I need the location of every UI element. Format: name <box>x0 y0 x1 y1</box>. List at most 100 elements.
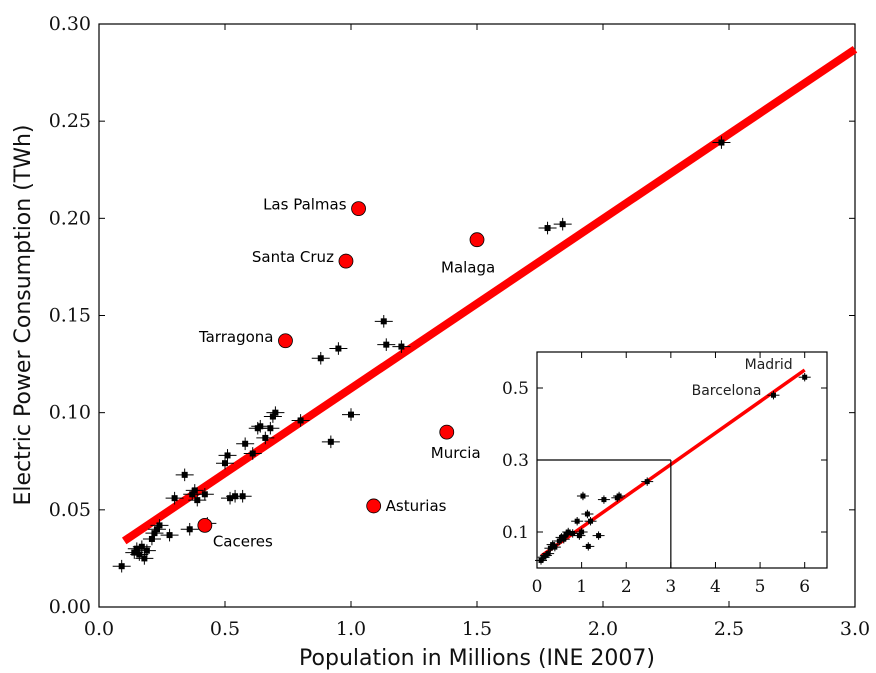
x-tick-label: 1 <box>576 577 587 597</box>
x-tick-label: 3.0 <box>840 618 870 640</box>
data-point <box>160 528 179 542</box>
y-tick-label: 0.5 <box>502 379 529 399</box>
point-marker <box>380 318 387 325</box>
point-label: Las Palmas <box>263 196 347 214</box>
point-marker <box>257 423 264 430</box>
data-point <box>581 509 594 519</box>
data-point <box>150 519 169 532</box>
y-tick-label: 0.10 <box>49 402 91 424</box>
main-fit-line-group <box>121 45 858 545</box>
point-marker <box>574 518 580 524</box>
inset-points-group <box>535 373 811 565</box>
data-point <box>575 527 588 537</box>
data-point <box>112 559 131 573</box>
point-marker <box>585 543 591 549</box>
outlier-point <box>469 232 485 248</box>
data-point <box>251 419 270 433</box>
point-marker <box>570 530 576 536</box>
point-marker <box>580 493 586 499</box>
point-marker <box>565 529 571 535</box>
data-point <box>374 315 393 328</box>
point-marker <box>335 345 342 352</box>
point-marker <box>770 392 776 398</box>
x-tick-label: 3 <box>665 577 676 597</box>
y-tick-label: 0.3 <box>502 451 529 471</box>
data-point <box>291 414 310 427</box>
point-label: Murcia <box>431 444 481 462</box>
main-labels-group: Las Palmas Santa Cruz Malaga Tarragona Murci… <box>198 196 495 551</box>
x-tick-label: 2.5 <box>714 618 744 640</box>
point-label: Asturias <box>386 497 447 515</box>
data-point <box>188 493 207 507</box>
x-axis-title: Population in Millions (INE 2007) <box>299 646 655 671</box>
point-marker <box>151 530 158 537</box>
data-point <box>582 542 595 551</box>
point-marker <box>141 555 148 562</box>
point-marker <box>552 544 558 550</box>
data-point <box>233 489 252 503</box>
data-point <box>798 373 811 382</box>
point-marker <box>227 495 234 502</box>
y-tick-label: 0.1 <box>502 523 529 543</box>
outlier-point <box>197 517 213 533</box>
point-marker <box>189 491 196 498</box>
inset-ticks-group: 0 1 2 3 4 5 6 0.1 0.3 0.5 <box>502 352 827 597</box>
point-marker <box>239 493 246 500</box>
data-point <box>592 531 605 540</box>
point-marker <box>297 417 304 424</box>
point-marker <box>327 438 334 445</box>
data-point <box>236 437 255 451</box>
point-marker <box>153 526 160 533</box>
point-marker <box>133 545 140 552</box>
data-point <box>256 431 275 445</box>
point-label: Malaga <box>441 259 495 277</box>
point-marker <box>644 479 650 485</box>
point-marker <box>201 491 208 498</box>
x-tick-label: 0 <box>532 577 543 597</box>
point-marker <box>317 355 324 362</box>
data-point <box>548 542 561 552</box>
data-point <box>767 391 780 400</box>
main-points-group <box>112 136 731 573</box>
y-tick-label: 0.15 <box>49 305 91 327</box>
point-label: Tarragona <box>198 328 274 346</box>
inset-fit-line-group <box>540 368 806 558</box>
data-point <box>342 408 360 421</box>
point-marker <box>166 532 173 539</box>
point-marker <box>588 518 594 524</box>
x-tick-label: 1.0 <box>336 618 366 640</box>
data-point <box>135 552 154 565</box>
point-marker <box>596 533 602 539</box>
point-marker <box>269 413 276 420</box>
point-marker <box>561 536 567 542</box>
point-marker <box>224 452 231 459</box>
data-point <box>216 456 234 470</box>
fit-line <box>540 368 806 558</box>
point-marker <box>579 529 585 535</box>
data-point <box>329 342 348 355</box>
point-marker <box>538 557 544 563</box>
data-point <box>185 484 204 497</box>
point-label: Caceres <box>213 532 273 550</box>
outlier-point <box>351 201 366 217</box>
data-point <box>266 406 285 419</box>
point-marker <box>267 425 274 432</box>
data-point <box>538 221 557 235</box>
point-marker <box>547 545 553 551</box>
data-point <box>392 340 411 353</box>
data-point <box>584 517 597 526</box>
data-point <box>218 449 237 462</box>
data-point <box>175 468 194 482</box>
x-tick-label: 6 <box>799 577 810 597</box>
y-tick-label: 0.00 <box>49 596 91 618</box>
data-point <box>597 495 610 504</box>
point-marker <box>601 497 607 503</box>
outlier-point <box>278 333 293 349</box>
y-tick-label: 0.20 <box>49 207 91 229</box>
point-marker <box>272 409 279 416</box>
outlier-point <box>439 424 455 440</box>
y-axis-title: Electric Power Consumption (TWh) <box>11 124 36 505</box>
data-point <box>137 544 156 557</box>
data-point <box>571 517 584 526</box>
point-marker <box>242 440 249 447</box>
